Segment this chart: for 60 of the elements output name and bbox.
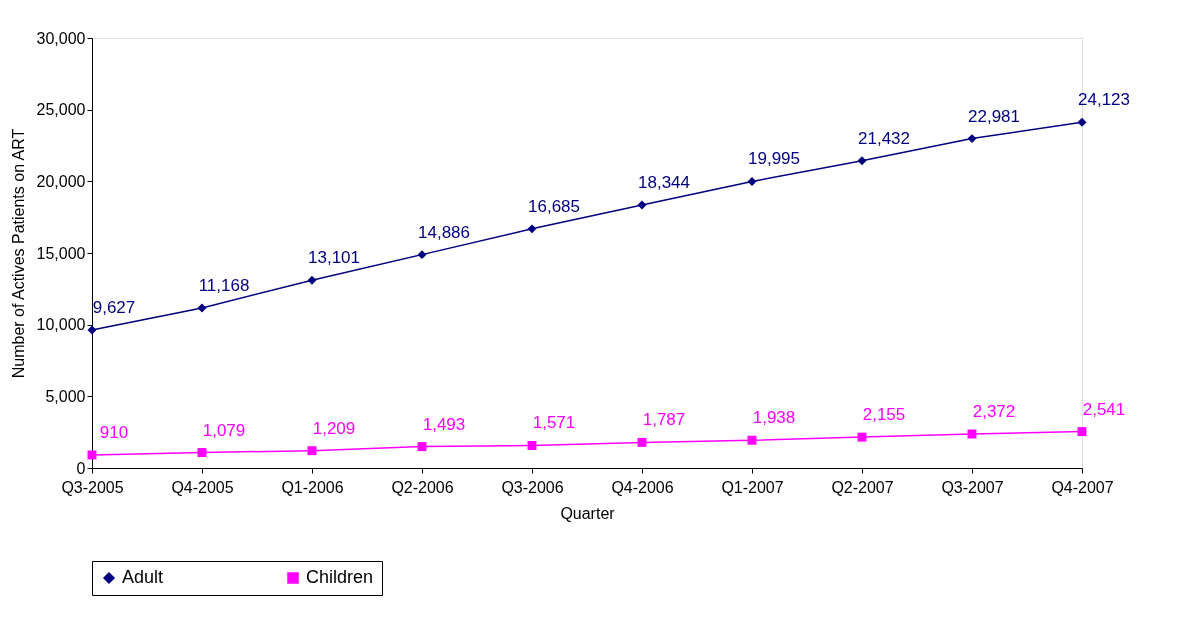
x-tick-label: Q3-2005 bbox=[61, 478, 124, 496]
point bbox=[527, 224, 537, 234]
data-label: 1,209 bbox=[312, 418, 356, 438]
y-tick-label: 0 bbox=[76, 459, 86, 477]
point bbox=[417, 442, 427, 452]
point bbox=[417, 250, 427, 260]
point bbox=[197, 448, 207, 458]
x-axis-title: Quarter bbox=[560, 504, 616, 522]
data-label: 1,079 bbox=[202, 420, 246, 440]
data-label: 910 bbox=[99, 422, 129, 442]
y-tick-label: 20,000 bbox=[36, 172, 86, 190]
point bbox=[1077, 427, 1087, 437]
data-label: 18,344 bbox=[638, 173, 690, 193]
data-label: 13,101 bbox=[308, 248, 360, 268]
point bbox=[307, 275, 317, 285]
data-label: 14,886 bbox=[418, 222, 470, 242]
data-label: 21,432 bbox=[858, 128, 910, 148]
x-tick-label: Q1-2007 bbox=[721, 478, 784, 496]
point bbox=[1077, 117, 1087, 127]
y-tick-label: 5,000 bbox=[45, 387, 86, 405]
data-label: 24,123 bbox=[1078, 90, 1130, 110]
x-tick-label: Q2-2006 bbox=[391, 478, 454, 496]
data-label: 2,155 bbox=[862, 405, 906, 425]
data-label: 1,571 bbox=[532, 413, 576, 433]
point bbox=[967, 134, 977, 144]
point bbox=[637, 437, 647, 447]
point bbox=[307, 446, 317, 456]
point bbox=[637, 200, 647, 210]
data-label: 2,372 bbox=[972, 402, 1016, 421]
x-tick-label: Q4-2006 bbox=[611, 478, 674, 496]
data-label: 1,938 bbox=[752, 408, 796, 428]
data-label: 1,493 bbox=[422, 414, 466, 434]
point bbox=[197, 303, 207, 313]
data-label: 1,787 bbox=[642, 410, 686, 430]
point bbox=[527, 441, 537, 450]
point bbox=[87, 325, 97, 335]
x-tick-label: Q3-2006 bbox=[501, 478, 564, 496]
legend-label: Adult bbox=[122, 567, 164, 587]
point bbox=[857, 156, 867, 166]
x-tick-label: Q4-2007 bbox=[1051, 478, 1114, 496]
data-label: 16,685 bbox=[528, 196, 580, 216]
x-tick-label: Q4-2005 bbox=[171, 478, 234, 496]
data-label: 2,541 bbox=[1082, 399, 1126, 419]
y-axis-title: Number of Actives Patients on ART bbox=[9, 128, 27, 379]
data-label: 19,995 bbox=[748, 149, 800, 169]
point bbox=[747, 435, 757, 445]
y-tick-label: 30,000 bbox=[36, 29, 86, 47]
data-label: 9,627 bbox=[92, 298, 136, 318]
x-tick-label: Q3-2007 bbox=[941, 478, 1004, 496]
y-tick-label: 25,000 bbox=[36, 101, 86, 119]
y-tick-label: 15,000 bbox=[36, 244, 86, 262]
point bbox=[747, 176, 757, 186]
point bbox=[857, 432, 867, 442]
x-tick-label: Q2-2007 bbox=[831, 478, 894, 496]
data-label: 11,168 bbox=[198, 275, 250, 295]
data-label: 22,981 bbox=[968, 106, 1020, 126]
point bbox=[87, 450, 97, 460]
x-tick-label: Q1-2006 bbox=[281, 478, 344, 496]
y-tick-label: 10,000 bbox=[36, 316, 86, 334]
legend-label: Children bbox=[306, 567, 374, 587]
